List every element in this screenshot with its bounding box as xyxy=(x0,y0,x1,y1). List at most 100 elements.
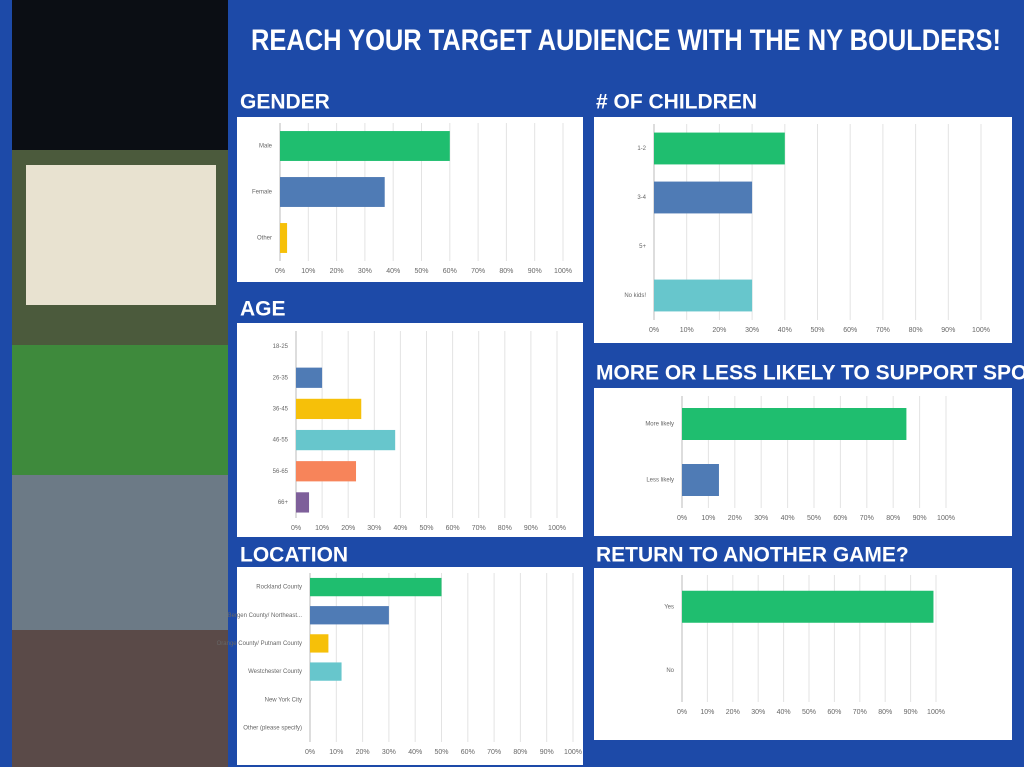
x-tick-label: 60% xyxy=(833,515,847,522)
x-tick-label: 30% xyxy=(754,515,768,522)
x-tick-label: 70% xyxy=(853,709,867,716)
bar xyxy=(296,398,362,420)
x-tick-label: 90% xyxy=(904,709,918,716)
x-tick-label: 90% xyxy=(524,525,538,532)
bar xyxy=(310,606,389,625)
x-tick-label: 0% xyxy=(275,268,285,275)
bar xyxy=(682,464,719,496)
chart-panel xyxy=(237,323,583,537)
x-tick-label: 100% xyxy=(937,515,955,522)
x-tick-label: 50% xyxy=(807,515,821,522)
chart-title: # OF CHILDREN xyxy=(596,91,757,114)
category-label: Yes xyxy=(664,604,674,610)
x-tick-label: 0% xyxy=(305,749,315,756)
slide-title: REACH YOUR TARGET AUDIENCE WITH THE NY B… xyxy=(251,24,1001,57)
x-tick-label: 90% xyxy=(913,515,927,522)
x-tick-label: 100% xyxy=(927,709,945,716)
category-label: No kids! xyxy=(624,293,646,299)
x-tick-label: 100% xyxy=(548,525,566,532)
x-tick-label: 90% xyxy=(528,268,542,275)
x-tick-label: 30% xyxy=(745,327,759,334)
x-tick-label: 50% xyxy=(419,525,433,532)
photo-ribbon xyxy=(12,345,228,475)
x-tick-label: 80% xyxy=(498,525,512,532)
x-tick-label: 10% xyxy=(301,268,315,275)
category-label: No xyxy=(666,668,674,674)
x-tick-label: 40% xyxy=(778,327,792,334)
x-tick-label: 20% xyxy=(728,515,742,522)
category-label: More likely xyxy=(645,422,674,428)
x-tick-label: 0% xyxy=(677,515,687,522)
x-tick-label: 50% xyxy=(810,327,824,334)
bar xyxy=(682,408,907,440)
x-tick-label: 40% xyxy=(393,525,407,532)
chart-title: AGE xyxy=(240,298,286,321)
x-tick-label: 80% xyxy=(886,515,900,522)
bar xyxy=(296,492,310,513)
bar xyxy=(280,223,288,253)
category-label: Rockland County xyxy=(256,585,302,591)
photo-pitcher xyxy=(12,475,228,630)
x-tick-label: 70% xyxy=(860,515,874,522)
x-tick-label: 30% xyxy=(358,268,372,275)
x-tick-label: 20% xyxy=(330,268,344,275)
x-tick-label: 0% xyxy=(649,327,659,334)
chart-title: MORE OR LESS LIKELY TO SUPPORT SPONSORS? xyxy=(596,362,1024,385)
x-tick-label: 60% xyxy=(443,268,457,275)
x-tick-label: 90% xyxy=(540,749,554,756)
x-tick-label: 60% xyxy=(843,327,857,334)
x-tick-label: 10% xyxy=(329,749,343,756)
category-label: Westchester County xyxy=(248,669,302,675)
x-tick-label: 20% xyxy=(341,525,355,532)
x-tick-label: 20% xyxy=(356,749,370,756)
chart-title: LOCATION xyxy=(240,544,348,567)
photo-fireworks xyxy=(12,0,228,150)
bar xyxy=(682,590,934,623)
x-tick-label: 10% xyxy=(680,327,694,334)
x-tick-label: 70% xyxy=(487,749,501,756)
category-label: 18-25 xyxy=(273,344,289,350)
category-label: 66+ xyxy=(278,500,289,506)
bar xyxy=(296,367,323,388)
x-tick-label: 10% xyxy=(700,709,714,716)
category-label: Less likely xyxy=(646,478,674,484)
category-label: Male xyxy=(259,144,273,150)
chart-title: RETURN TO ANOTHER GAME? xyxy=(596,544,909,567)
x-tick-label: 40% xyxy=(781,515,795,522)
x-tick-label: 30% xyxy=(382,749,396,756)
x-tick-label: 60% xyxy=(446,525,460,532)
category-label: 1-2 xyxy=(637,146,646,152)
category-label: 3-4 xyxy=(637,195,646,201)
x-tick-label: 80% xyxy=(513,749,527,756)
bar xyxy=(310,634,329,653)
x-tick-label: 0% xyxy=(291,525,301,532)
x-tick-label: 60% xyxy=(461,749,475,756)
bar xyxy=(296,461,357,482)
x-tick-label: 40% xyxy=(777,709,791,716)
x-tick-label: 30% xyxy=(751,709,765,716)
x-tick-label: 10% xyxy=(315,525,329,532)
x-tick-label: 70% xyxy=(472,525,486,532)
category-label: 36-45 xyxy=(273,406,289,412)
x-tick-label: 80% xyxy=(878,709,892,716)
category-label: 46-55 xyxy=(273,438,289,444)
x-tick-label: 100% xyxy=(972,327,990,334)
x-tick-label: 80% xyxy=(499,268,513,275)
x-tick-label: 50% xyxy=(802,709,816,716)
x-tick-label: 50% xyxy=(414,268,428,275)
bar xyxy=(654,132,785,165)
bar xyxy=(654,181,753,214)
x-tick-label: 90% xyxy=(941,327,955,334)
bar xyxy=(280,131,450,161)
bar xyxy=(310,577,442,597)
x-tick-label: 30% xyxy=(367,525,381,532)
x-tick-label: 0% xyxy=(677,709,687,716)
category-label: 5+ xyxy=(639,244,646,250)
bar xyxy=(310,662,342,681)
category-label: Other xyxy=(257,236,272,242)
x-tick-label: 20% xyxy=(712,327,726,334)
x-tick-label: 100% xyxy=(564,749,582,756)
category-label: Orange County/ Putnam County xyxy=(217,641,302,647)
